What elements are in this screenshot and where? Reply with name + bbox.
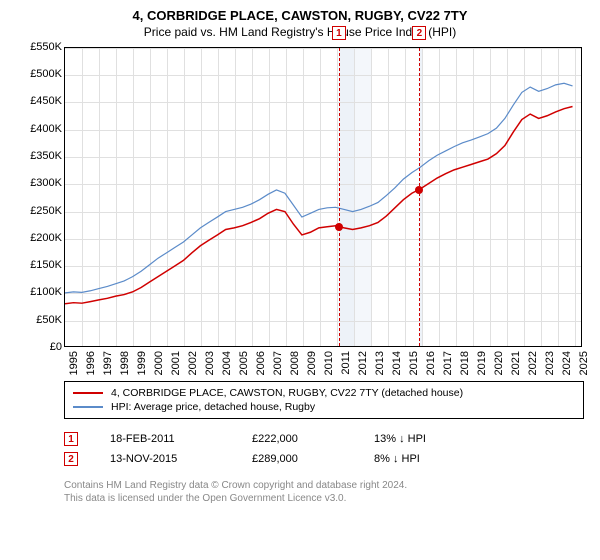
sale-number-box: 1 — [64, 432, 78, 446]
sale-callout: 2 — [412, 26, 426, 40]
y-axis-label: £350K — [30, 150, 62, 162]
sale-callout: 1 — [332, 26, 346, 40]
sale-date: 13-NOV-2015 — [110, 453, 220, 465]
chart-subtitle: Price paid vs. HM Land Registry's House … — [16, 25, 584, 39]
legend: 4, CORBRIDGE PLACE, CAWSTON, RUGBY, CV22… — [64, 381, 584, 419]
y-axis-label: £450K — [30, 95, 62, 107]
x-axis-label: 2022 — [527, 351, 539, 375]
sale-row: 2 13-NOV-2015 £289,000 8% ↓ HPI — [64, 449, 584, 469]
legend-swatch — [73, 392, 103, 394]
x-axis-label: 2020 — [493, 351, 505, 375]
x-axis-label: 1995 — [68, 351, 80, 375]
footer-line2: This data is licensed under the Open Gov… — [64, 492, 584, 505]
sale-price: £222,000 — [252, 433, 342, 445]
x-axis-label: 2015 — [408, 351, 420, 375]
y-axis-label: £200K — [30, 232, 62, 244]
legend-item: HPI: Average price, detached house, Rugb… — [73, 400, 575, 414]
sale-marker-dot — [335, 223, 343, 231]
x-axis-label: 2018 — [459, 351, 471, 375]
chart-container: 4, CORBRIDGE PLACE, CAWSTON, RUGBY, CV22… — [0, 0, 600, 560]
x-axis-label: 2016 — [425, 351, 437, 375]
chart-svg — [65, 48, 581, 346]
legend-swatch — [73, 406, 103, 408]
sale-date: 18-FEB-2011 — [110, 433, 220, 445]
legend-label: 4, CORBRIDGE PLACE, CAWSTON, RUGBY, CV22… — [111, 387, 463, 399]
x-axis-label: 2017 — [442, 351, 454, 375]
chart-title: 4, CORBRIDGE PLACE, CAWSTON, RUGBY, CV22… — [16, 8, 584, 25]
footer-line1: Contains HM Land Registry data © Crown c… — [64, 479, 584, 492]
y-axis-label: £50K — [36, 314, 62, 326]
x-axis-label: 2014 — [391, 351, 403, 375]
x-axis-label: 2003 — [204, 351, 216, 375]
x-axis-label: 1997 — [102, 351, 114, 375]
y-axis-label: £150K — [30, 259, 62, 271]
x-axis-label: 2023 — [544, 351, 556, 375]
x-axis-label: 2024 — [561, 351, 573, 375]
y-axis-label: £250K — [30, 205, 62, 217]
x-axis-label: 2006 — [255, 351, 267, 375]
sale-number-box: 2 — [64, 452, 78, 466]
sale-diff: 8% ↓ HPI — [374, 453, 420, 465]
y-axis-label: £400K — [30, 123, 62, 135]
series-line-price_paid — [65, 106, 573, 303]
sales-table: 1 18-FEB-2011 £222,000 13% ↓ HPI 2 13-NOV-201… — [64, 429, 584, 469]
y-axis-label: £0 — [50, 341, 62, 353]
sale-diff: 13% ↓ HPI — [374, 433, 426, 445]
x-axis-label: 2005 — [238, 351, 250, 375]
y-axis-label: £550K — [30, 41, 62, 53]
x-axis-label: 2008 — [289, 351, 301, 375]
x-axis-label: 2010 — [323, 351, 335, 375]
x-axis-label: 1999 — [136, 351, 148, 375]
legend-item: 4, CORBRIDGE PLACE, CAWSTON, RUGBY, CV22… — [73, 386, 575, 400]
y-axis-label: £300K — [30, 177, 62, 189]
legend-label: HPI: Average price, detached house, Rugb… — [111, 401, 315, 413]
x-axis-label: 2025 — [578, 351, 590, 375]
footer-attribution: Contains HM Land Registry data © Crown c… — [64, 479, 584, 505]
chart-area: 12 £0 £50K £100K £150K £200K £250K £300K £350K £… — [16, 47, 586, 377]
x-axis-label: 2002 — [187, 351, 199, 375]
sale-row: 1 18-FEB-2011 £222,000 13% ↓ HPI — [64, 429, 584, 449]
x-axis-label: 1996 — [85, 351, 97, 375]
x-axis-label: 1998 — [119, 351, 131, 375]
sale-vline — [339, 48, 340, 346]
x-axis-label: 2004 — [221, 351, 233, 375]
x-axis-label: 2021 — [510, 351, 522, 375]
x-axis-label: 2019 — [476, 351, 488, 375]
y-axis-label: £500K — [30, 68, 62, 80]
sale-marker-dot — [415, 186, 423, 194]
x-axis-label: 2007 — [272, 351, 284, 375]
x-axis-label: 2013 — [374, 351, 386, 375]
x-axis-label: 2009 — [306, 351, 318, 375]
y-axis-label: £100K — [30, 286, 62, 298]
series-line-hpi — [65, 83, 573, 293]
plot-region: 12 — [64, 47, 582, 347]
sale-price: £289,000 — [252, 453, 342, 465]
x-axis-label: 2001 — [170, 351, 182, 375]
sale-vline — [419, 48, 420, 346]
x-axis-label: 2012 — [357, 351, 369, 375]
x-axis-label: 2011 — [340, 351, 352, 375]
x-axis-label: 2000 — [153, 351, 165, 375]
